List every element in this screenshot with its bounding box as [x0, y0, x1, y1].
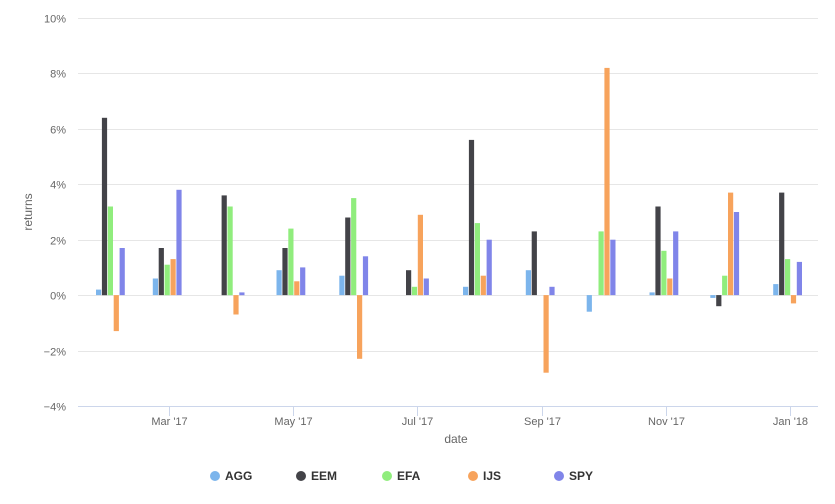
- bar-eem[interactable]: [716, 295, 722, 307]
- legend-label: IJS: [483, 469, 501, 483]
- bar-efa[interactable]: [288, 228, 294, 296]
- legend-symbol: [554, 471, 564, 481]
- bar-spy[interactable]: [549, 286, 555, 296]
- bar-ijs[interactable]: [170, 259, 176, 296]
- bar-spy[interactable]: [733, 212, 740, 296]
- bar-spy[interactable]: [796, 261, 802, 296]
- bar-ijs[interactable]: [667, 278, 673, 296]
- legend-item-efa[interactable]: EFA: [382, 469, 421, 483]
- bar-eem[interactable]: [468, 139, 475, 296]
- bar-agg[interactable]: [773, 284, 779, 296]
- bar-ijs[interactable]: [417, 214, 423, 296]
- bar-efa[interactable]: [164, 264, 170, 296]
- y-tick-label: 2%: [50, 236, 66, 248]
- x-tick-label: May '17: [274, 416, 312, 428]
- legend-label: EFA: [397, 469, 421, 483]
- bar-ijs[interactable]: [728, 192, 734, 296]
- bar-efa[interactable]: [474, 223, 480, 296]
- bar-agg[interactable]: [463, 286, 469, 296]
- bar-agg[interactable]: [96, 289, 102, 296]
- y-tick-label: 6%: [50, 125, 66, 137]
- bar-eem[interactable]: [101, 117, 108, 296]
- y-axis-title: returns: [21, 193, 35, 230]
- bar-eem[interactable]: [158, 248, 164, 296]
- legend-symbol: [210, 471, 220, 481]
- legend-item-eem[interactable]: EEM: [296, 469, 337, 483]
- legend-symbol: [468, 471, 478, 481]
- bar-eem[interactable]: [655, 206, 661, 296]
- bar-spy[interactable]: [176, 189, 182, 296]
- bar-ijs[interactable]: [543, 295, 549, 373]
- bar-agg[interactable]: [152, 278, 158, 296]
- bar-efa[interactable]: [598, 231, 604, 296]
- y-tick-label: −2%: [44, 347, 67, 359]
- y-tick-label: 0%: [50, 291, 66, 303]
- bar-spy[interactable]: [673, 231, 679, 296]
- x-tick-label: Jan '18: [773, 416, 808, 428]
- bar-efa[interactable]: [227, 206, 233, 296]
- grid-lines: [78, 18, 818, 407]
- legend-label: SPY: [569, 469, 593, 483]
- bar-ijs[interactable]: [604, 67, 610, 296]
- y-tick-label: −4%: [44, 402, 67, 414]
- bar-eem[interactable]: [531, 231, 537, 296]
- bar-ijs[interactable]: [294, 281, 300, 296]
- bar-spy[interactable]: [119, 248, 125, 296]
- y-tick-label: 4%: [50, 180, 66, 192]
- bar-ijs[interactable]: [357, 295, 363, 359]
- legend-item-agg[interactable]: AGG: [210, 469, 252, 483]
- bar-agg[interactable]: [276, 270, 282, 296]
- bar-spy[interactable]: [486, 239, 492, 296]
- bar-efa[interactable]: [722, 275, 728, 296]
- legend-label: AGG: [225, 469, 252, 483]
- x-axis-title: date: [444, 432, 468, 446]
- bar-eem[interactable]: [779, 192, 785, 296]
- x-tick-label: Mar '17: [151, 416, 187, 428]
- bar-efa[interactable]: [107, 206, 113, 296]
- x-tick-label: Nov '17: [648, 416, 685, 428]
- x-axis: Mar '17 May '17 Jul '17 Sep '17 Nov '17 Jan '…: [78, 406, 818, 428]
- legend: AGG EEM EFA IJS SPY: [210, 469, 593, 483]
- bar-eem[interactable]: [406, 270, 412, 296]
- bars: [96, 67, 802, 373]
- bar-eem[interactable]: [282, 248, 288, 296]
- bar-ijs[interactable]: [233, 295, 239, 315]
- legend-symbol: [382, 471, 392, 481]
- bar-efa[interactable]: [661, 250, 667, 296]
- y-tick-label: 10%: [44, 14, 66, 26]
- bar-spy[interactable]: [362, 256, 369, 296]
- legend-symbol: [296, 471, 306, 481]
- bar-spy[interactable]: [610, 239, 616, 296]
- legend-item-ijs[interactable]: IJS: [468, 469, 501, 483]
- bar-agg[interactable]: [586, 295, 592, 312]
- bar-spy[interactable]: [423, 278, 429, 296]
- bar-ijs[interactable]: [790, 295, 797, 304]
- bar-efa[interactable]: [411, 286, 418, 296]
- legend-item-spy[interactable]: SPY: [554, 469, 593, 483]
- bar-eem[interactable]: [345, 217, 351, 296]
- bar-agg[interactable]: [339, 275, 345, 296]
- bar-ijs[interactable]: [113, 295, 119, 332]
- bar-efa[interactable]: [351, 198, 357, 296]
- bar-agg[interactable]: [649, 292, 655, 296]
- x-tick-label: Jul '17: [402, 416, 433, 428]
- bar-spy[interactable]: [239, 292, 245, 296]
- bar-agg[interactable]: [710, 295, 716, 298]
- bar-ijs[interactable]: [480, 275, 486, 296]
- y-axis-ticks: −4% −2% 0% 2% 4% 6% 8% 10%: [44, 14, 67, 414]
- bar-spy[interactable]: [300, 267, 306, 296]
- bar-efa[interactable]: [785, 259, 791, 296]
- bar-eem[interactable]: [221, 195, 227, 296]
- x-tick-label: Sep '17: [524, 416, 561, 428]
- y-tick-label: 8%: [50, 69, 66, 81]
- bar-agg[interactable]: [525, 270, 531, 296]
- legend-label: EEM: [311, 469, 337, 483]
